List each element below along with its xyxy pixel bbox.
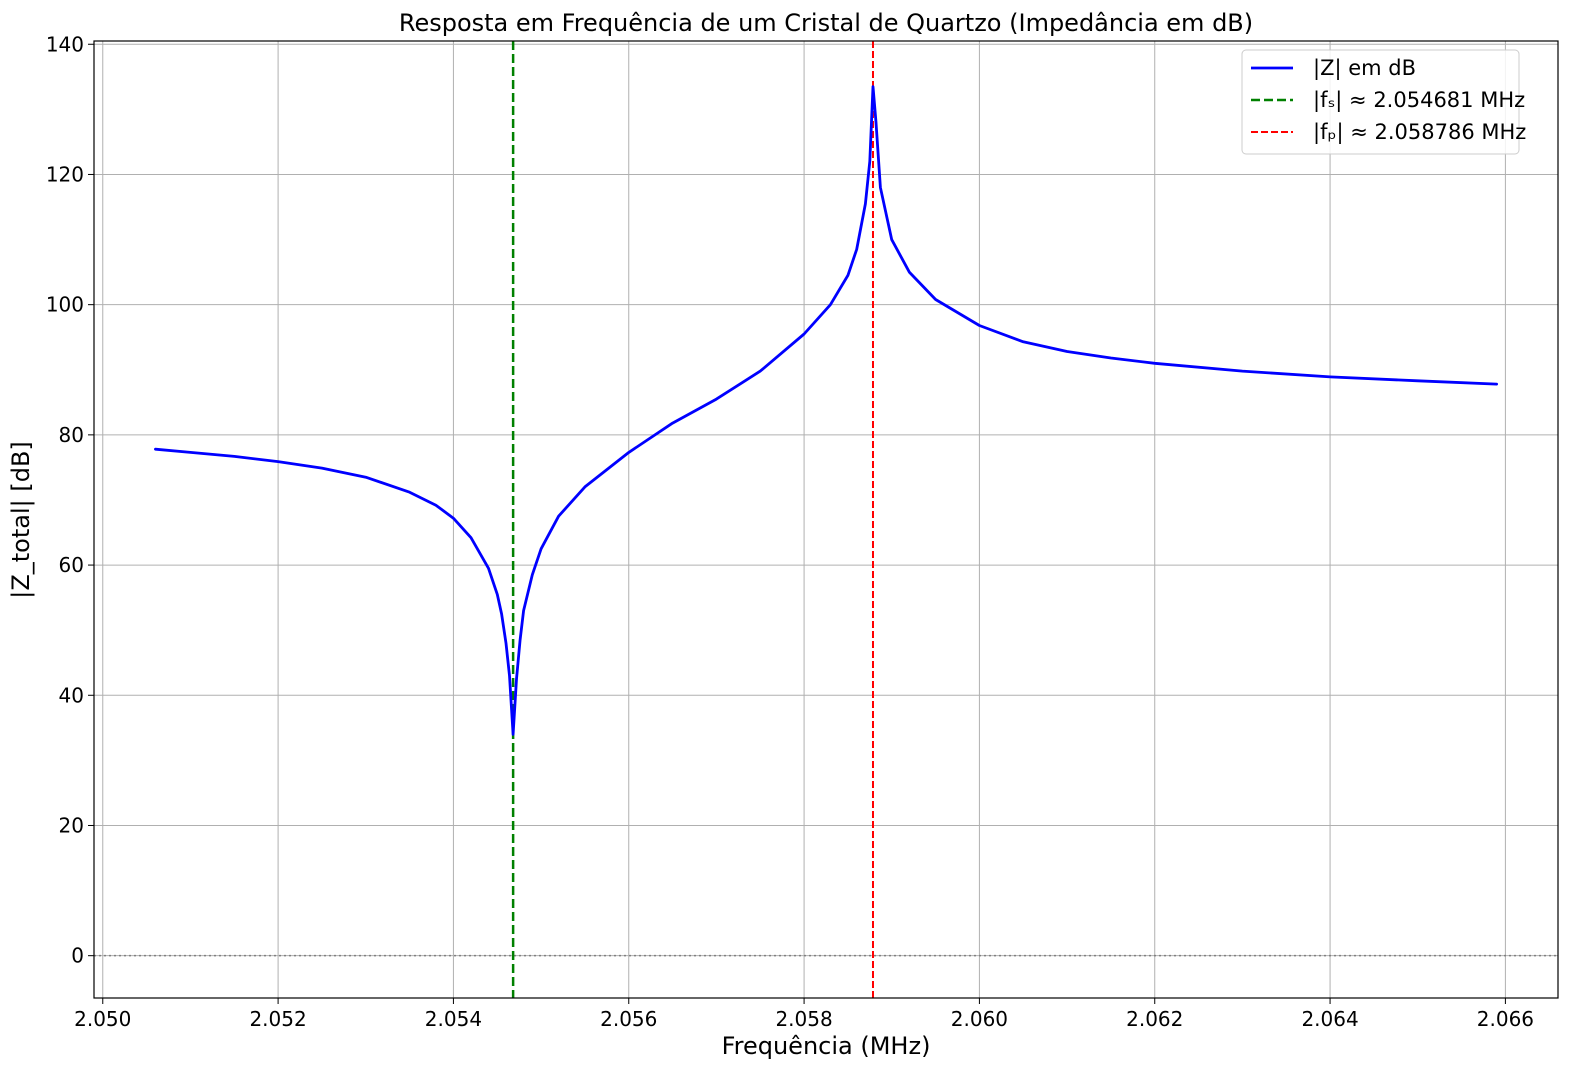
x-axis: 2.050 2.052 2.054 2.056 2.058 2.060 2.062 2.064… bbox=[74, 998, 1534, 1031]
legend-entry: |fₛ| ≈ 2.054681 MHz bbox=[1313, 88, 1525, 113]
y-tick-label: 120 bbox=[46, 162, 84, 186]
y-tick-label: 140 bbox=[46, 32, 84, 56]
x-tick-label: 2.054 bbox=[425, 1007, 482, 1031]
x-tick-label: 2.064 bbox=[1301, 1007, 1358, 1031]
legend-box bbox=[1241, 49, 1520, 155]
x-tick-label: 2.050 bbox=[74, 1007, 131, 1031]
legend: |Z| em dB |fₛ| ≈ 2.054681 MHz |fₚ| ≈ 2.058… bbox=[1241, 49, 1526, 155]
y-tick-label: 100 bbox=[46, 293, 84, 317]
x-tick-label: 2.052 bbox=[249, 1007, 306, 1031]
y-tick-label: 20 bbox=[59, 813, 84, 837]
grid bbox=[94, 41, 1558, 998]
x-tick-label: 2.062 bbox=[1126, 1007, 1183, 1031]
plot-frame bbox=[93, 40, 1559, 999]
x-tick-label: 2.058 bbox=[775, 1007, 832, 1031]
y-axis: 0 20 40 60 80 100 120 140 bbox=[46, 32, 94, 968]
y-tick-label: 40 bbox=[59, 683, 84, 707]
y-tick-label: 60 bbox=[59, 553, 84, 577]
y-tick-label: 80 bbox=[59, 423, 84, 447]
x-tick-label: 2.056 bbox=[600, 1007, 657, 1031]
resonance-lines bbox=[511, 41, 874, 998]
x-tick-label: 2.066 bbox=[1477, 1007, 1534, 1031]
y-tick-label: 0 bbox=[71, 944, 84, 968]
x-tick-label: 2.060 bbox=[951, 1007, 1008, 1031]
legend-entry: |fₚ| ≈ 2.058786 MHz bbox=[1313, 120, 1526, 145]
legend-entry: |Z| em dB bbox=[1313, 56, 1416, 81]
impedance-curve-group bbox=[154, 85, 1498, 736]
impedance-curve bbox=[154, 85, 1498, 736]
x-axis-label: Frequência (MHz) bbox=[722, 1032, 931, 1060]
y-axis-label: |Z_total| [dB] bbox=[7, 441, 35, 599]
chart-title: Resposta em Frequência de um Cristal de … bbox=[399, 9, 1253, 37]
